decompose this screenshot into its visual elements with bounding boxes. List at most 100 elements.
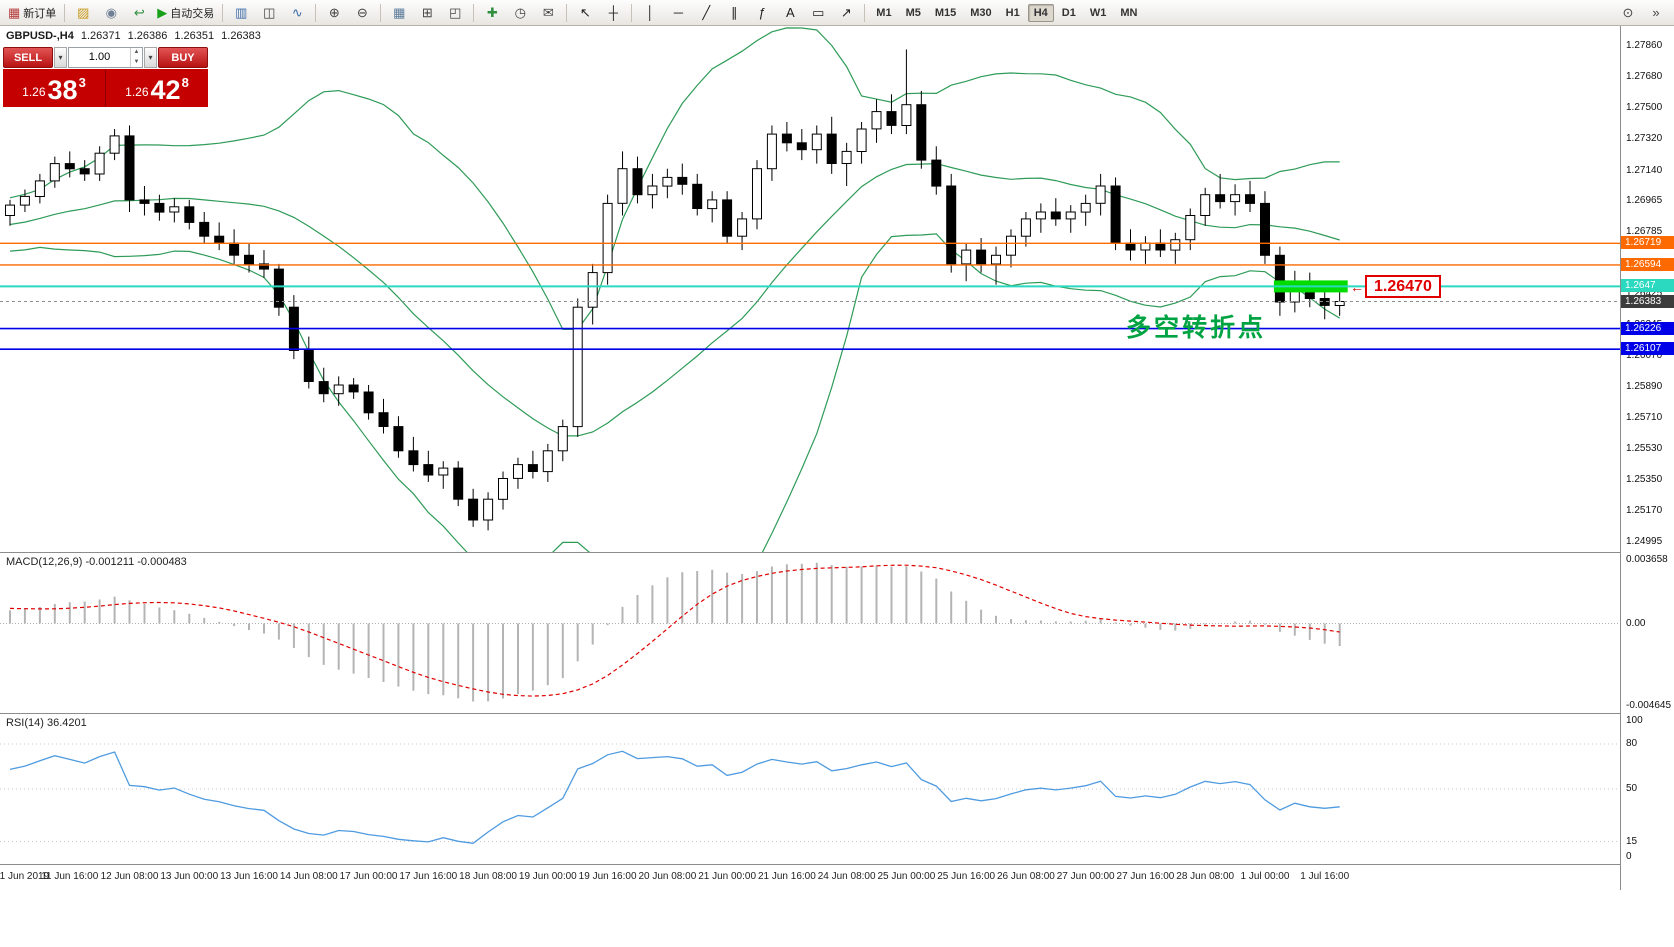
indicators-icon[interactable]: ✚ bbox=[486, 5, 498, 20]
time-axis[interactable]: 11 Jun 2019 11 Jun 16:00 12 Jun 08:00 13 Ju… bbox=[0, 864, 1620, 891]
candle-bull bbox=[109, 135, 120, 154]
time-label: 18 Jun 08:00 bbox=[459, 871, 517, 882]
buy-button[interactable]: BUY bbox=[158, 47, 208, 68]
price-axis[interactable]: 1.27860 1.27680 1.27500 1.27320 1.27140 1.269… bbox=[1620, 26, 1674, 890]
bar-chart-icon[interactable]: ▥ bbox=[235, 5, 248, 20]
cascade-windows-icon[interactable]: ◰ bbox=[449, 5, 462, 20]
periods-icon[interactable]: ◷ bbox=[514, 5, 526, 20]
bollinger-middle-line bbox=[9, 162, 1340, 437]
bollinger-lower-line bbox=[9, 233, 1341, 552]
mail-template-icon[interactable]: ✉ bbox=[542, 5, 554, 20]
undo-icon[interactable]: ↩ bbox=[133, 5, 145, 20]
grid-icon[interactable]: ▦ bbox=[393, 5, 406, 20]
vertical-line-icon[interactable]: │ bbox=[646, 5, 655, 20]
templates-folder-icon[interactable]: ▨ bbox=[77, 5, 90, 20]
time-label: 14 Jun 08:00 bbox=[279, 871, 338, 882]
trendline-icon[interactable]: ╱ bbox=[702, 5, 711, 20]
candle-bull bbox=[572, 306, 583, 428]
more-tools-icon[interactable]: » bbox=[1652, 5, 1660, 20]
candle-bull bbox=[766, 133, 777, 170]
one-click-trading-panel: SELL ▾ 1.00 ▲ ▼ ▾ BUY 1.26 38 3 bbox=[3, 47, 208, 107]
volume-up-icon[interactable]: ▲ bbox=[133, 49, 140, 55]
sell-options-caret-icon[interactable]: ▾ bbox=[54, 47, 67, 68]
search-icon[interactable]: ⊙ bbox=[1622, 5, 1634, 20]
sell-price-display[interactable]: 1.26 38 3 bbox=[3, 69, 106, 107]
time-label: 21 Jun 16:00 bbox=[757, 871, 816, 882]
channel-icon[interactable]: ∥ bbox=[731, 5, 738, 20]
price-badge-1.26226: 1.26226 bbox=[1621, 321, 1674, 335]
candlestick-chart-icon[interactable]: ◫ bbox=[263, 5, 276, 20]
candle-bull bbox=[901, 104, 912, 126]
macd-signal-line bbox=[9, 564, 1340, 697]
tf-H4[interactable]: H4 bbox=[1027, 3, 1054, 22]
tf-M5[interactable]: M5 bbox=[905, 6, 921, 19]
rsi-tick: 15 bbox=[1626, 835, 1638, 847]
zoom-in-icon[interactable]: ⊕ bbox=[328, 5, 340, 20]
quote-close: 1.26383 bbox=[221, 30, 261, 42]
tile-windows-icon[interactable]: ⊞ bbox=[421, 5, 433, 20]
fibonacci-icon[interactable]: ƒ bbox=[758, 5, 766, 20]
candle-bear bbox=[139, 199, 150, 204]
toolbar-separator bbox=[64, 3, 66, 22]
rsi-panel[interactable]: RSI(14) 36.4201 bbox=[0, 713, 1620, 864]
symbol-info: GBPUSD-,H4 1.26371 1.26386 1.26351 1.263… bbox=[6, 30, 261, 42]
crosshair-icon[interactable]: ┼ bbox=[608, 5, 618, 20]
time-label: 24 Jun 08:00 bbox=[817, 871, 876, 882]
candle-bull bbox=[1065, 211, 1076, 220]
price-badge-1.26594: 1.26594 bbox=[1621, 257, 1674, 271]
quote-high: 1.26386 bbox=[127, 30, 168, 42]
arrow-objects-icon[interactable]: ↗ bbox=[840, 5, 852, 20]
price-tick: 1.25170 bbox=[1626, 505, 1663, 517]
candle-bull bbox=[5, 204, 15, 217]
profiles-icon[interactable]: ◉ bbox=[105, 5, 117, 20]
tf-M30[interactable]: M30 bbox=[970, 6, 992, 19]
candle-bear bbox=[1110, 185, 1121, 244]
candle-bull bbox=[94, 152, 105, 175]
time-label: 19 Jun 16:00 bbox=[578, 871, 637, 882]
tf-H1[interactable]: H1 bbox=[1005, 6, 1020, 19]
rsi-tick: 0 bbox=[1626, 851, 1632, 862]
price-chart[interactable] bbox=[0, 26, 1620, 552]
price-badge-1.26383: 1.26383 bbox=[1621, 294, 1674, 308]
candle-bear bbox=[916, 104, 927, 161]
zoom-out-icon[interactable]: ⊖ bbox=[356, 5, 368, 20]
candle-bull bbox=[557, 426, 568, 452]
volume-down-icon[interactable]: ▼ bbox=[133, 58, 140, 65]
candle-bear bbox=[393, 426, 404, 452]
text-icon[interactable]: A bbox=[785, 5, 795, 20]
autotrading-button[interactable]: ▶ 自动交易 bbox=[157, 5, 215, 20]
label-icon[interactable]: ▭ bbox=[812, 5, 825, 20]
volume-value[interactable]: 1.00 bbox=[88, 51, 111, 63]
time-label: 28 Jun 08:00 bbox=[1176, 871, 1235, 882]
tf-D1[interactable]: D1 bbox=[1061, 6, 1076, 19]
candle-bear bbox=[1260, 202, 1270, 256]
rsi-chart[interactable] bbox=[0, 714, 1620, 864]
sell-button[interactable]: SELL bbox=[3, 47, 53, 68]
tf-MN[interactable]: MN bbox=[1120, 6, 1138, 19]
candle-bear bbox=[931, 159, 942, 187]
macd-chart[interactable] bbox=[0, 553, 1620, 713]
new-order-button[interactable]: ▦ 新订单 bbox=[8, 5, 57, 20]
volume-stepper[interactable]: ▲ ▼ bbox=[130, 48, 142, 67]
line-chart-icon[interactable]: ∿ bbox=[291, 5, 303, 20]
candle-bear bbox=[199, 221, 210, 237]
macd-panel[interactable]: MACD(12,26,9) -0.001211 -0.000483 bbox=[0, 552, 1620, 713]
tf-M15[interactable]: M15 bbox=[934, 6, 957, 19]
candle-bull bbox=[662, 176, 673, 187]
annotation-price-box[interactable]: ← 1.26470 bbox=[1350, 275, 1441, 298]
tf-M1[interactable]: M1 bbox=[876, 6, 892, 19]
cursor-icon[interactable]: ↖ bbox=[579, 5, 591, 20]
candle-bull bbox=[19, 195, 30, 206]
toolbar-separator bbox=[222, 3, 224, 22]
tf-W1[interactable]: W1 bbox=[1089, 6, 1107, 19]
horizontal-line-icon[interactable]: ─ bbox=[673, 5, 683, 20]
price-tick: 1.27140 bbox=[1626, 164, 1663, 176]
candle-bull bbox=[1006, 235, 1016, 256]
buy-price-main: 1.26 bbox=[125, 85, 149, 99]
buy-price-display[interactable]: 1.26 42 8 bbox=[106, 69, 208, 107]
sell-price-main: 1.26 bbox=[22, 85, 46, 99]
time-label: 19 Jun 00:00 bbox=[518, 871, 577, 882]
buy-options-caret-icon[interactable]: ▾ bbox=[144, 47, 157, 68]
volume-field[interactable]: 1.00 ▲ ▼ bbox=[68, 47, 143, 68]
main-chart-panel[interactable]: GBPUSD-,H4 1.26371 1.26386 1.26351 1.263… bbox=[0, 26, 1620, 552]
